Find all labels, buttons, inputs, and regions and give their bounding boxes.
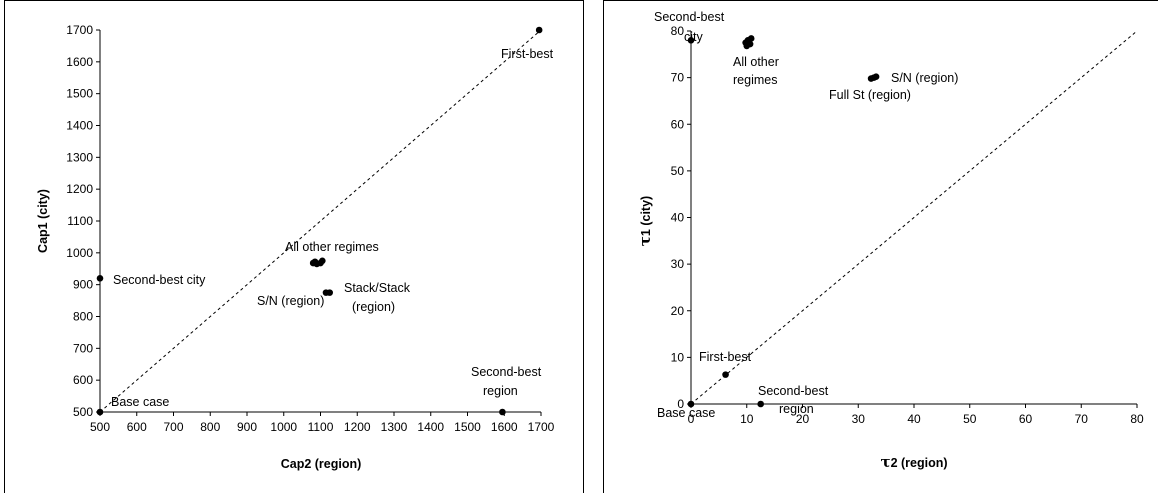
right-y-tick-label: 30 [671, 257, 685, 271]
left-data-point [535, 26, 543, 34]
left-y-tick-label: 600 [73, 373, 93, 387]
right-annotation: Second-best [758, 384, 829, 398]
left-x-tick-label: 1200 [344, 420, 371, 434]
left-data-point [319, 257, 326, 265]
left-annotation: region [483, 384, 518, 398]
right-y-tick-label: 40 [671, 211, 685, 225]
right-x-tick-label: 30 [852, 412, 866, 426]
left-annotation: Stack/Stack [344, 281, 411, 295]
left-y-tick-label: 500 [73, 405, 93, 419]
left-y-tick-label: 1500 [66, 87, 93, 101]
right-x-tick-label: 80 [1130, 412, 1144, 426]
left-y-tick-label: 1200 [66, 182, 93, 196]
right-chart-frame [603, 0, 1158, 493]
right-annotation: Second-best [654, 10, 725, 24]
right-y-tick-label: 0 [677, 397, 684, 411]
left-data-point [96, 275, 104, 282]
left-y-tick-label: 900 [73, 278, 93, 292]
left-annotation: Base case [111, 395, 169, 409]
left-annotation: Second-best [471, 365, 542, 379]
left-x-tick-label: 1500 [454, 420, 481, 434]
right-annotation: Base case [657, 406, 715, 420]
right-x-tick-label: 40 [907, 412, 921, 426]
right-data-point [687, 400, 695, 408]
right-annotation: Full St (region) [829, 88, 911, 102]
left-annotation: First-best [501, 47, 554, 61]
left-y-tick-label: 1700 [66, 23, 93, 37]
right-data-point [687, 37, 695, 44]
left-x-tick-label: 500 [90, 420, 110, 434]
right-annotation: First-best [699, 350, 752, 364]
left-x-tick-label: 900 [237, 420, 257, 434]
right-annotation: regimes [733, 73, 777, 87]
tau-symbol: τ [880, 453, 890, 471]
right-annotation: region [779, 402, 814, 416]
tau-symbol: τ [636, 236, 654, 246]
right-data-point [747, 35, 755, 42]
right-x-axis-title: τ2 (region) [880, 453, 947, 471]
right-x-tick-label: 50 [963, 412, 977, 426]
left-chart-frame [4, 0, 584, 493]
left-data-point [96, 408, 104, 416]
right-x-tick-label: 10 [740, 412, 754, 426]
right-data-point [872, 73, 880, 80]
left-x-tick-label: 600 [127, 420, 147, 434]
y-axis-title-text: 1 (city) [639, 196, 653, 236]
right-annotation: city [684, 30, 704, 44]
right-x-tick-label: 60 [1019, 412, 1033, 426]
left-annotation: (region) [352, 300, 395, 314]
right-annotation: All other [733, 55, 779, 69]
right-y-tick-label: 60 [671, 117, 685, 131]
right-annotation: S/N (region) [891, 71, 958, 85]
left-x-tick-label: 1400 [417, 420, 444, 434]
left-y-tick-label: 1100 [67, 214, 93, 228]
left-y-tick-label: 1300 [66, 150, 93, 164]
x-axis-title-text: 2 (region) [891, 456, 948, 470]
right-x-tick-label: 70 [1075, 412, 1089, 426]
left-data-point [326, 289, 333, 296]
left-y-tick-label: 800 [73, 310, 93, 324]
left-y-tick-label: 700 [73, 341, 93, 355]
left-annotation: S/N (region) [257, 294, 324, 308]
right-data-point [722, 371, 729, 378]
right-data-point [757, 400, 764, 408]
right-x-tick-label: 0 [688, 412, 695, 426]
left-y-tick-label: 1400 [66, 119, 93, 133]
left-data-point [311, 258, 319, 266]
left-data-point [499, 408, 506, 416]
right-y-axis-title: τ1 (city) [636, 196, 654, 246]
left-x-tick-label: 1300 [381, 420, 408, 434]
right-diagonal-line [690, 30, 1138, 405]
left-x-tick-label: 1600 [491, 420, 518, 434]
left-x-tick-label: 700 [163, 420, 183, 434]
left-x-tick-label: 1000 [270, 420, 297, 434]
right-y-tick-label: 80 [671, 24, 685, 38]
left-annotation: Second-best city [113, 273, 206, 287]
left-y-axis-title: Cap1 (city) [36, 189, 50, 253]
right-y-tick-label: 10 [671, 350, 685, 364]
right-y-tick-label: 70 [671, 71, 685, 85]
right-y-tick-label: 50 [671, 164, 685, 178]
right-y-tick-label: 20 [671, 304, 685, 318]
left-y-tick-label: 1000 [66, 246, 93, 260]
left-x-tick-label: 800 [200, 420, 220, 434]
left-x-tick-label: 1700 [528, 420, 555, 434]
left-annotation: All other regimes [285, 240, 379, 254]
left-y-tick-label: 1600 [66, 55, 93, 69]
right-data-point [743, 42, 751, 50]
left-x-axis-title: Cap2 (region) [281, 457, 362, 471]
left-diagonal-line [99, 29, 542, 413]
right-x-tick-label: 20 [796, 412, 810, 426]
left-x-tick-label: 1100 [308, 420, 334, 434]
